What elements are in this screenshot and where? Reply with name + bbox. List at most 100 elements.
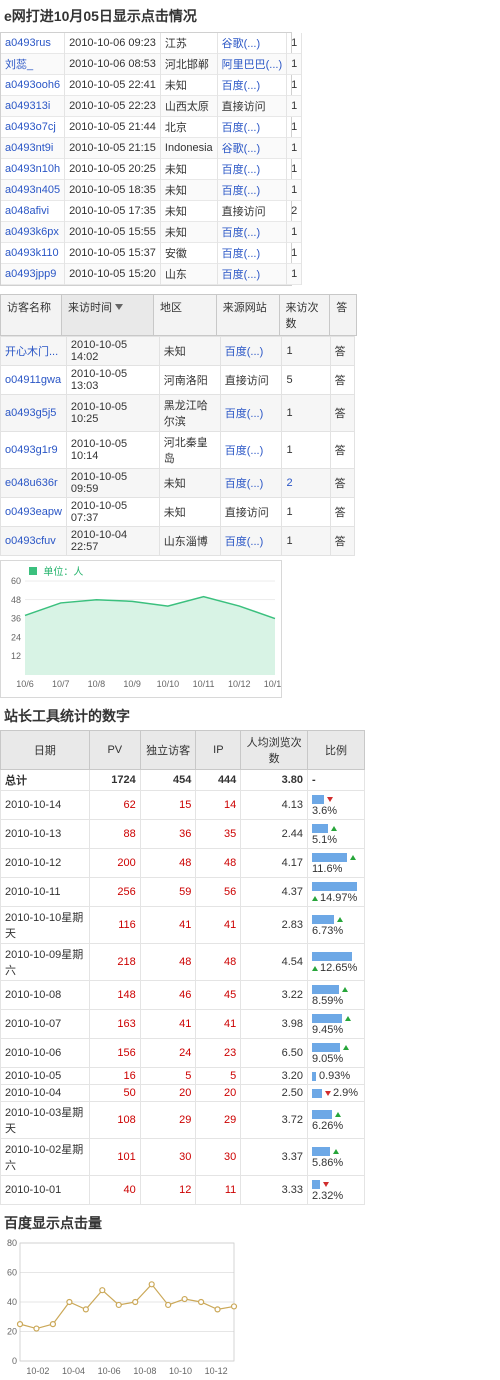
visit-count: 1 — [287, 159, 302, 180]
table-row: a0493ooh62010-10-05 22:41未知百度(...)1 — [1, 75, 302, 96]
wm-col-avg[interactable]: 人均浏览次数 — [241, 731, 308, 770]
visitor-name-link[interactable]: o0493eapw — [5, 506, 62, 518]
arrow-down-icon — [327, 797, 333, 802]
table-row: a0493k6px2010-10-05 15:55未知百度(...)1 — [1, 222, 302, 243]
wm-uv: 29 — [140, 1102, 196, 1139]
visit-ref[interactable]: 百度(...) — [217, 264, 287, 285]
visitor-name-link[interactable]: 刘蕊_ — [5, 59, 33, 71]
visitor-name-link[interactable]: 开心木门... — [5, 346, 58, 358]
visitor-name-link[interactable]: o04911gwa — [5, 374, 61, 386]
wm-col-date[interactable]: 日期 — [1, 731, 90, 770]
visitor-name-link[interactable]: e048u636r — [5, 477, 58, 489]
visit-ref[interactable]: 百度(...) — [220, 432, 282, 469]
visitor-name-link[interactable]: a0493k110 — [5, 247, 59, 259]
wm-col-pv[interactable]: PV — [89, 731, 140, 770]
table-row: 2010-10-1220048484.1711.6% — [1, 849, 365, 878]
wm-pv: 218 — [89, 944, 140, 981]
visitor-name-link[interactable]: a0493rus — [5, 37, 51, 49]
visitor-name-link[interactable]: a0493g5j5 — [5, 407, 56, 419]
svg-text:10/8: 10/8 — [88, 679, 106, 689]
visit-ref[interactable]: 谷歌(...) — [217, 138, 287, 159]
visit-time: 2010-10-04 22:57 — [66, 527, 159, 556]
wm-total-row: 总计17244544443.80- — [1, 770, 365, 791]
visit-ref[interactable]: 阿里巴巴(...) — [217, 54, 287, 75]
visit-region: 北京 — [160, 117, 217, 138]
svg-text:10-12: 10-12 — [205, 1366, 228, 1376]
arrow-up-icon — [345, 1016, 351, 1021]
visit-answer[interactable]: 答 — [330, 432, 354, 469]
svg-text:10/7: 10/7 — [52, 679, 70, 689]
col-visitor-name[interactable]: 访客名称 — [1, 295, 62, 335]
col-visit-time-label: 来访时间 — [68, 302, 112, 314]
visitor-name-link[interactable]: a0493ooh6 — [5, 79, 60, 91]
svg-text:10/6: 10/6 — [16, 679, 34, 689]
wm-ip: 23 — [196, 1039, 241, 1068]
visit-ref[interactable]: 百度(...) — [220, 337, 282, 366]
visit-answer[interactable]: 答 — [330, 395, 354, 432]
visitor-name-link[interactable]: a0493k6px — [5, 226, 59, 238]
visit-count: 1 — [287, 117, 302, 138]
visitor-name-link[interactable]: o0493cfuv — [5, 535, 56, 547]
visit-ref[interactable]: 百度(...) — [217, 243, 287, 264]
visit-answer[interactable]: 答 — [330, 469, 354, 498]
visit-region: 河南洛阳 — [159, 366, 220, 395]
visitor-name-link[interactable]: a0493jpp9 — [5, 268, 56, 280]
visit-ref[interactable]: 百度(...) — [217, 222, 287, 243]
visitor-name-link[interactable]: a0493nt9i — [5, 142, 53, 154]
visit-ref[interactable]: 百度(...) — [217, 159, 287, 180]
table-row: 2010-10-09星期六21848484.5412.65% — [1, 944, 365, 981]
arrow-up-icon — [331, 826, 337, 831]
wm-col-ip[interactable]: IP — [196, 731, 241, 770]
wm-ratio: 9.05% — [308, 1039, 365, 1068]
wm-ip: 41 — [196, 907, 241, 944]
visit-answer[interactable]: 答 — [330, 337, 354, 366]
wm-date: 2010-10-09星期六 — [1, 944, 90, 981]
wm-avg: 4.37 — [241, 878, 308, 907]
wm-date: 2010-10-04 — [1, 1085, 90, 1102]
visitor-name-link[interactable]: a048afivi — [5, 205, 49, 217]
wm-date: 2010-10-10星期天 — [1, 907, 90, 944]
visit-answer[interactable]: 答 — [330, 366, 354, 395]
col-region[interactable]: 地区 — [154, 295, 217, 335]
wm-ratio: 5.1% — [308, 820, 365, 849]
arrow-up-icon — [337, 917, 343, 922]
wm-col-ratio[interactable]: 比例 — [308, 731, 365, 770]
svg-text:10-06: 10-06 — [98, 1366, 121, 1376]
visit-answer[interactable]: 答 — [330, 527, 354, 556]
arrow-up-icon — [350, 855, 356, 860]
visit-ref[interactable]: 百度(...) — [217, 75, 287, 96]
visitor-name-link[interactable]: a0493n405 — [5, 184, 60, 196]
wm-col-uv[interactable]: 独立访客 — [140, 731, 196, 770]
wm-avg: 4.17 — [241, 849, 308, 878]
visit-ref[interactable]: 百度(...) — [220, 395, 282, 432]
wm-uv: 48 — [140, 944, 196, 981]
visit-ref[interactable]: 百度(...) — [220, 527, 282, 556]
visitor-name-link[interactable]: a0493n10h — [5, 163, 60, 175]
visit-ref[interactable]: 谷歌(...) — [217, 33, 287, 54]
baidu-section-title: 百度显示点击量 — [0, 1205, 500, 1237]
visitor-name-link[interactable]: o0493g1r9 — [5, 444, 58, 456]
svg-text:80: 80 — [7, 1238, 17, 1248]
visitor-name-link[interactable]: a049313i — [5, 100, 50, 112]
visit-count: 1 — [287, 180, 302, 201]
visit-count: 1 — [282, 337, 330, 366]
svg-text:10/12: 10/12 — [228, 679, 251, 689]
table-row: a0493rus2010-10-06 09:23江苏谷歌(...)1 — [1, 33, 302, 54]
visit-answer[interactable]: 答 — [330, 498, 354, 527]
chart-legend: 单位：人 — [29, 563, 83, 578]
wm-ip: 45 — [196, 981, 241, 1010]
visit-count: 1 — [287, 96, 302, 117]
wm-ip: 56 — [196, 878, 241, 907]
col-visit-time[interactable]: 来访时间 — [62, 295, 154, 335]
visit-ref[interactable]: 百度(...) — [217, 180, 287, 201]
visit-ref[interactable]: 百度(...) — [217, 117, 287, 138]
table-row: o0493cfuv2010-10-04 22:57山东淄博百度(...)1答 — [1, 527, 355, 556]
table-row: a0493n4052010-10-05 18:35未知百度(...)1 — [1, 180, 302, 201]
col-count[interactable]: 来访次数 — [280, 295, 331, 335]
col-answer[interactable]: 答 — [330, 295, 356, 335]
svg-text:20: 20 — [7, 1327, 17, 1337]
visit-ref[interactable]: 百度(...) — [220, 469, 282, 498]
visitor-name-link[interactable]: a0493o7cj — [5, 121, 56, 133]
wm-avg: 3.22 — [241, 981, 308, 1010]
col-source[interactable]: 来源网站 — [217, 295, 280, 335]
